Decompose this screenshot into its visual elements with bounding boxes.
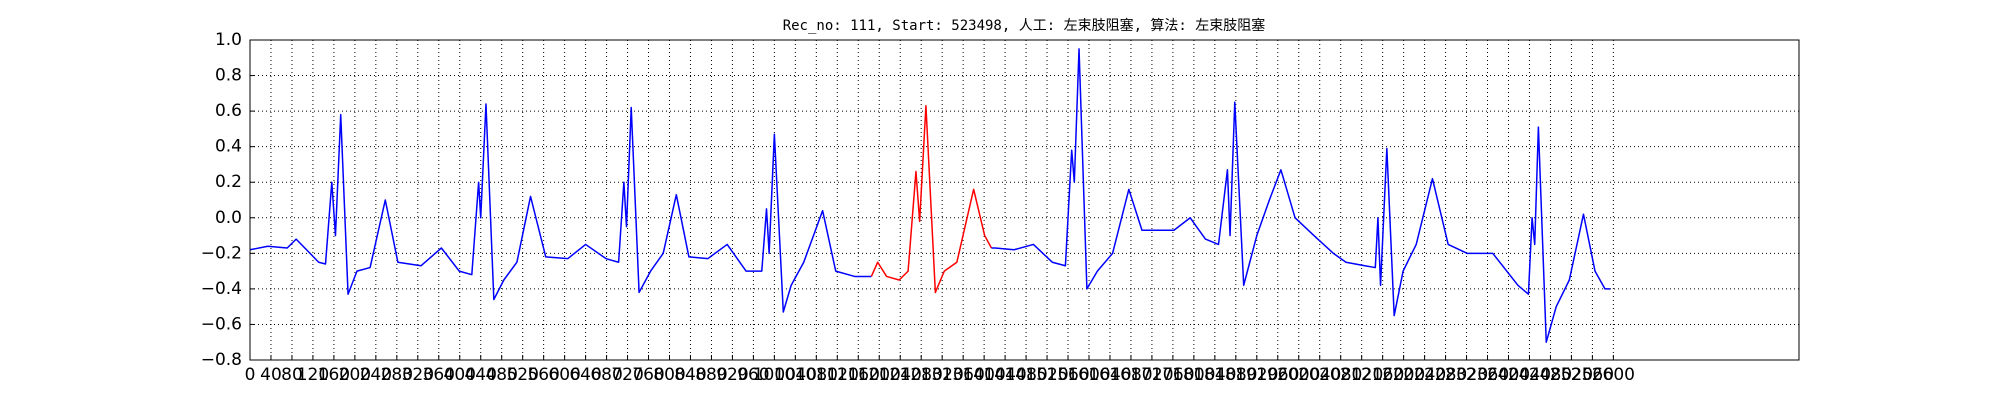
y-tick-label: 0.8: [215, 66, 242, 86]
x-tick-label: 160: [318, 365, 350, 385]
x-tick-label: 1320: [921, 365, 964, 385]
x-tick-label: 1560: [1046, 365, 1089, 385]
x-tick-label: 1000: [753, 365, 796, 385]
y-tick-label: 0.6: [215, 101, 242, 121]
x-tick-label: 1600: [1067, 365, 1110, 385]
x-tick-label: 1520: [1025, 365, 1068, 385]
x-tick-label: 840: [674, 365, 706, 385]
x-tick-label: 640: [569, 365, 601, 385]
x-tick-label: 1920: [1235, 365, 1278, 385]
y-tick-label: −0.8: [201, 350, 242, 370]
y-tick-label: 1.0: [215, 30, 242, 50]
x-tick-label: 40: [260, 365, 282, 385]
x-tick-label: 240: [360, 365, 392, 385]
x-tick-label: 200: [339, 365, 371, 385]
x-tick-label: 1200: [858, 365, 901, 385]
x-tick-label: 2040: [1298, 365, 1341, 385]
x-tick-label: 960: [737, 365, 769, 385]
x-tick-label: 1800: [1172, 365, 1215, 385]
x-tick-label: 1400: [962, 365, 1005, 385]
x-tick-label: 2480: [1529, 365, 1572, 385]
x-tick-label: 1720: [1130, 365, 1173, 385]
x-tick-label: 2600: [1592, 365, 1635, 385]
x-tick-label: 2280: [1424, 365, 1467, 385]
x-tick-label: 1760: [1151, 365, 1194, 385]
x-tick-label: 1360: [942, 365, 985, 385]
y-tick-label: −0.4: [201, 279, 242, 299]
x-tick-label: 1640: [1088, 365, 1131, 385]
x-tick-label: 440: [464, 365, 496, 385]
x-tick-label: 880: [695, 365, 727, 385]
y-tick-label: 0.0: [215, 208, 242, 228]
x-tick-label: 400: [444, 365, 476, 385]
x-tick-label: 1680: [1109, 365, 1152, 385]
x-tick-label: 2120: [1340, 365, 1383, 385]
ecg-line: [249, 103, 872, 313]
ecg-line: [991, 48, 1611, 343]
y-tick-label: −0.2: [201, 243, 242, 263]
x-tick-label: 560: [527, 365, 559, 385]
x-tick-label: 1120: [816, 365, 859, 385]
x-tick-label: 2160: [1361, 365, 1404, 385]
x-tick-label: 1440: [983, 365, 1026, 385]
x-tick-label: 2200: [1382, 365, 1425, 385]
x-tick-label: 480: [485, 365, 517, 385]
chart-title: Rec_no: 111, Start: 523498, 人工: 左束肢阻塞, 算…: [783, 17, 1266, 34]
x-tick-label: 2320: [1445, 365, 1488, 385]
x-tick-label: 280: [381, 365, 413, 385]
x-tick-label: 2000: [1277, 365, 1320, 385]
x-tick-label: 1480: [1004, 365, 1047, 385]
x-tick-label: 2360: [1466, 365, 1509, 385]
x-tick-label: 1240: [879, 365, 922, 385]
x-tick-label: 1880: [1214, 365, 1257, 385]
plot-frame: [249, 39, 1800, 361]
x-tick-label: 2400: [1487, 365, 1530, 385]
x-tick-label: 520: [506, 365, 538, 385]
x-tick-label: 1280: [900, 365, 943, 385]
x-tick-label: 1160: [837, 365, 880, 385]
ecg-line: [870, 105, 993, 294]
x-tick-label: 920: [716, 365, 748, 385]
x-tick-label: 680: [590, 365, 622, 385]
x-tick-label: 0: [245, 365, 256, 385]
x-tick-label: 2440: [1508, 365, 1551, 385]
x-tick-label: 1040: [774, 365, 817, 385]
x-tick-label: 2560: [1571, 365, 1614, 385]
x-tick-label: 600: [548, 365, 580, 385]
x-tick-label: 760: [632, 365, 664, 385]
y-tick-label: −0.6: [201, 314, 242, 334]
x-tick-label: 2080: [1319, 365, 1362, 385]
x-tick-label: 1960: [1256, 365, 1299, 385]
x-tick-label: 80: [281, 365, 303, 385]
x-tick-label: 320: [402, 365, 434, 385]
x-tick-label: 1080: [795, 365, 838, 385]
y-tick-label: 0.2: [215, 172, 242, 192]
x-tick-label: 120: [297, 365, 329, 385]
x-tick-label: 1840: [1193, 365, 1236, 385]
x-tick-label: 360: [423, 365, 455, 385]
x-tick-label: 720: [611, 365, 643, 385]
x-tick-label: 2520: [1550, 365, 1593, 385]
x-tick-label: 2240: [1403, 365, 1446, 385]
y-tick-label: 0.4: [215, 137, 242, 157]
x-tick-label: 800: [653, 365, 685, 385]
